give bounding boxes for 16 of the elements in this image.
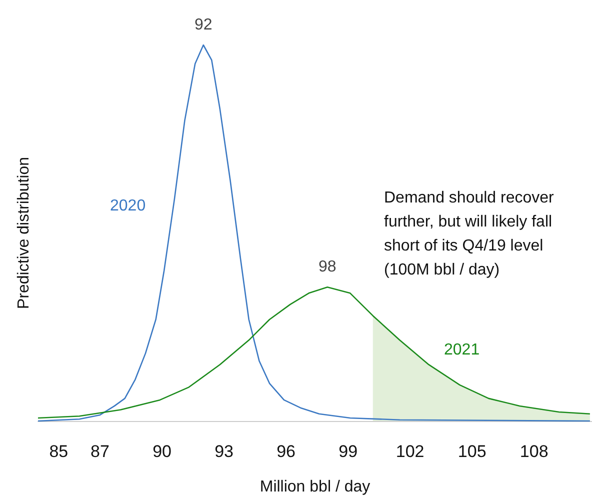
- y-axis-title: Predictive distribution: [16, 156, 32, 310]
- annotation: 92: [194, 16, 212, 34]
- annotation: Demand should recover further, but will likely fall short of its Q4/19 level (100M bbl / day): [384, 190, 558, 278]
- x-tick-label: 93: [214, 442, 234, 461]
- x-axis-title: Million bbl / day: [260, 478, 370, 496]
- annotation: 98: [318, 258, 336, 276]
- x-tick-label: 102: [396, 442, 424, 461]
- x-tick-label: 108: [520, 442, 548, 461]
- x-tick-label: 87: [90, 442, 110, 461]
- x-tick-label: 105: [458, 442, 486, 461]
- x-tick-label: 85: [49, 442, 68, 461]
- x-tick-label: 90: [152, 442, 172, 461]
- x-tick-label: 99: [338, 442, 358, 461]
- series-label: 2021: [444, 342, 480, 358]
- series-label: 2020: [110, 198, 146, 214]
- x-tick-label: 96: [276, 442, 296, 461]
